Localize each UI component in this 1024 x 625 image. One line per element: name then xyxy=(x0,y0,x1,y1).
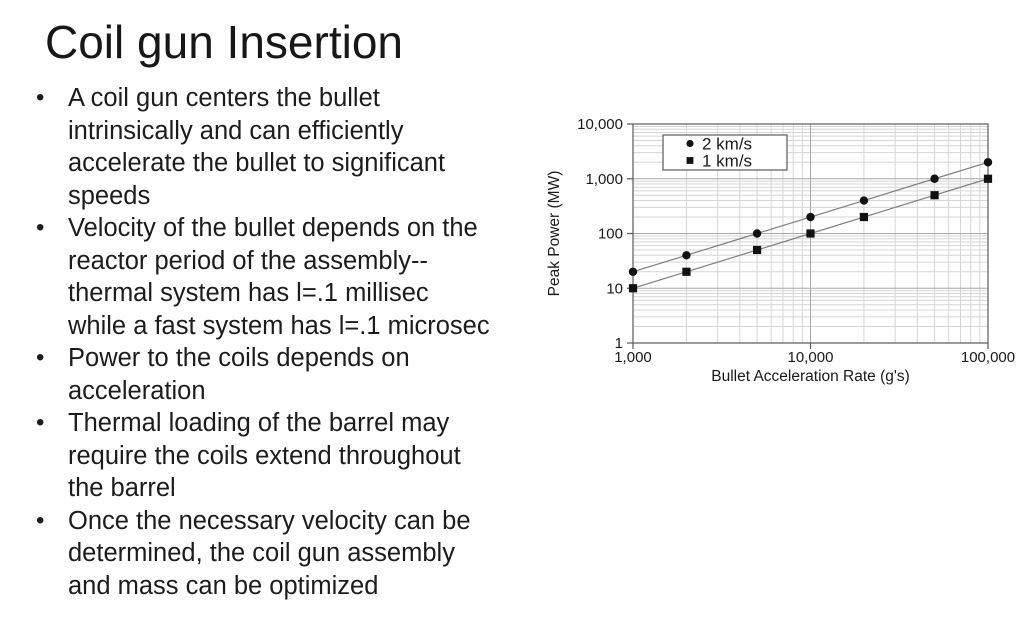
data-point-circle xyxy=(806,212,815,222)
svg-text:1,000: 1,000 xyxy=(585,171,623,188)
svg-text:100: 100 xyxy=(598,226,623,243)
data-point-square xyxy=(859,212,869,222)
chart-legend: 2 km/s1 km/s xyxy=(662,134,788,171)
legend-square-icon xyxy=(686,157,694,164)
data-point-square xyxy=(806,229,815,238)
data-point-circle xyxy=(682,251,691,260)
svg-text:10,000: 10,000 xyxy=(788,349,834,366)
data-point-square xyxy=(752,245,762,255)
bullet-item: Once the necessary velocity can be deter… xyxy=(31,505,493,603)
data-point-circle xyxy=(859,196,869,205)
data-point-circle xyxy=(930,174,939,183)
bullet-list: A coil gun centers the bullet intrinsica… xyxy=(31,82,493,602)
x-axis-title: Bullet Acceleration Rate (g's) xyxy=(711,368,910,385)
x-axis: 1,000 10,000 100,000 Bullet Acceleration Ra… xyxy=(614,343,1015,385)
data-point-square xyxy=(628,284,638,293)
series-1-km-s xyxy=(628,174,993,293)
data-point-circle xyxy=(983,158,993,167)
peak-power-chart: 1,000 10,000 100,000 Bullet Acceleration Ra… xyxy=(545,98,1015,403)
peak-power-vs-acceleration-plot: 1,000 10,000 100,000 Bullet Acceleration Ra… xyxy=(546,116,1015,385)
data-point-square xyxy=(930,191,939,200)
data-point-square xyxy=(682,267,691,276)
bullet-item: A coil gun centers the bullet intrinsica… xyxy=(31,82,493,212)
legend-label: 1 km/s xyxy=(702,152,752,171)
svg-text:1: 1 xyxy=(615,335,623,352)
series-2-km-s xyxy=(628,158,993,276)
slide-title: Coil gun Insertion xyxy=(45,16,403,68)
bullet-item: Velocity of the bullet depends on the re… xyxy=(31,212,493,342)
svg-text:10: 10 xyxy=(606,280,623,297)
legend-circle-icon xyxy=(686,139,694,148)
legend-box xyxy=(662,134,788,171)
svg-text:1,000: 1,000 xyxy=(614,349,652,366)
y-axis-title: Peak Power (MW) xyxy=(546,171,563,297)
svg-text:10,000: 10,000 xyxy=(577,116,623,133)
svg-text:100,000: 100,000 xyxy=(961,349,1015,366)
data-point-circle xyxy=(752,229,762,238)
bullet-item: Power to the coils depends on accelerati… xyxy=(31,342,493,407)
data-point-square xyxy=(983,174,993,183)
y-axis: 1 10 100 1,000 10,000 Peak Power (MW) xyxy=(546,116,633,352)
data-point-circle xyxy=(628,267,638,276)
bullet-item: Thermal loading of the barrel may requir… xyxy=(31,407,493,505)
legend-label: 2 km/s xyxy=(702,135,752,154)
